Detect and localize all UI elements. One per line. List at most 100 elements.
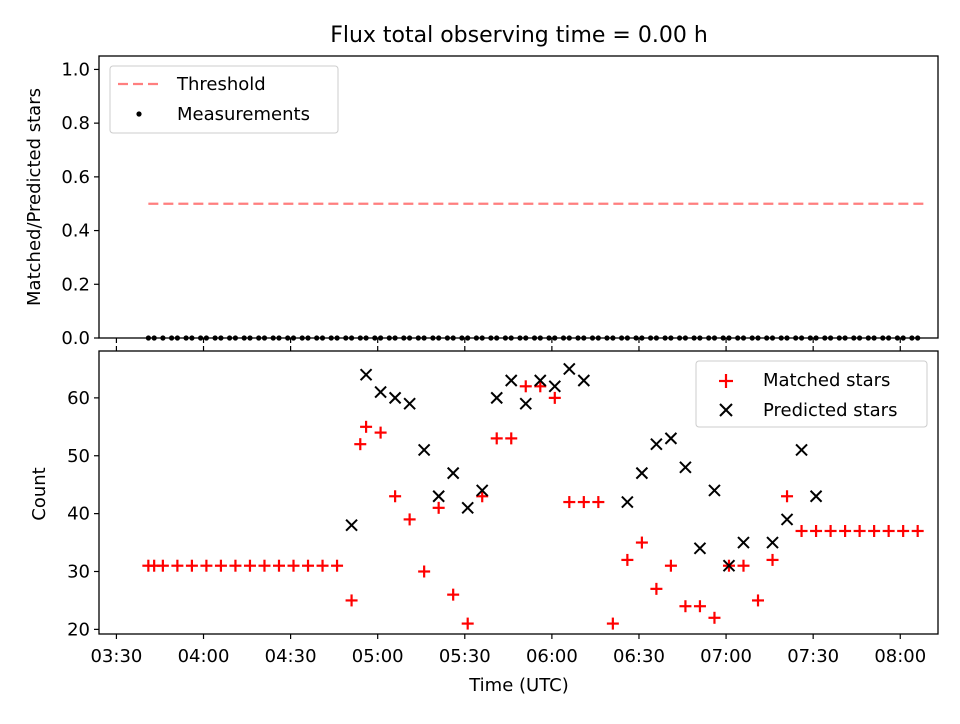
predicted-star-point: [635, 466, 649, 480]
measurement-point: [261, 335, 268, 341]
measurement-point: [677, 335, 683, 341]
measurement-point: [575, 335, 581, 341]
measurement-point: [537, 335, 543, 341]
measurement-point: [726, 335, 732, 341]
matched-star-point: [882, 524, 895, 537]
predicted-star-point: [621, 495, 634, 509]
top-y-axis-label: Matched/Predicted stars: [24, 88, 45, 306]
matched-star-point: [606, 617, 619, 630]
measurement-point: [343, 335, 349, 341]
measurement-point: [299, 335, 305, 341]
measurement-point: [145, 335, 151, 341]
matched-star-point: [229, 559, 242, 572]
matched-star-point: [389, 490, 402, 503]
measurement-point: [813, 335, 819, 341]
matched-star-point: [354, 438, 367, 451]
matched-star-point: [824, 524, 837, 537]
matched-star-point: [490, 432, 503, 445]
measurement-point: [334, 335, 340, 341]
matched-star-point: [911, 524, 924, 537]
predicted-star-point: [403, 397, 416, 410]
bottom-data-marks: [142, 362, 924, 630]
x-tick-label: 04:30: [265, 646, 317, 667]
measurement-point: [256, 335, 262, 341]
measurement-point: [450, 335, 456, 341]
predicted-star-point: [490, 391, 503, 405]
bottom-y-tick-label: 40: [67, 504, 90, 525]
measurement-point: [349, 335, 355, 341]
predicted-star-point: [461, 501, 474, 515]
x-tick-label: 03:30: [90, 646, 142, 667]
measurement-point: [581, 335, 587, 341]
measurement-point: [488, 335, 494, 341]
matched-star-point: [592, 496, 605, 509]
measurement-point: [357, 335, 363, 341]
measurement-point: [653, 335, 660, 341]
measurement-point: [799, 335, 805, 341]
measurement-point: [430, 335, 436, 341]
predicted-star-point: [505, 374, 518, 387]
measurement-point: [459, 335, 465, 341]
top-data-marks: [145, 335, 921, 341]
matched-star-point: [156, 559, 169, 572]
matched-star-point: [752, 594, 765, 607]
x-tick-label: 06:00: [526, 646, 578, 667]
measurement-point: [276, 335, 282, 341]
matched-star-point: [302, 559, 315, 572]
matched-star-point: [243, 559, 256, 572]
measurement-point: [778, 335, 784, 341]
measurement-point: [174, 335, 180, 341]
predicted-star-point: [417, 443, 431, 457]
predicted-star-point: [519, 397, 532, 410]
measurement-point: [531, 335, 538, 341]
predicted-star-point: [388, 391, 402, 405]
predicted-star-point: [664, 432, 678, 445]
top-x-tick-marks: [115, 338, 901, 343]
matched-star-point: [476, 490, 489, 503]
threshold-legend-label: Threshold: [176, 74, 266, 95]
measurement-point: [900, 335, 906, 341]
measurement-point: [706, 335, 712, 341]
matched-star-point: [693, 600, 706, 613]
bottom-axes-frame: [98, 350, 939, 635]
predicted-star-point: [548, 380, 561, 393]
predicted-legend-label: Predicted stars: [763, 400, 897, 421]
measurement-point: [857, 335, 863, 341]
measurement-point: [227, 335, 233, 341]
measurement-point: [444, 335, 450, 341]
measurement-point: [842, 335, 848, 341]
measurement-point: [851, 335, 857, 341]
measurement-point: [285, 335, 291, 341]
top-y-tick-label: 0.4: [61, 221, 90, 242]
x-tick-label: 05:30: [439, 646, 491, 667]
matched-star-point: [621, 553, 634, 566]
predicted-star-point: [708, 484, 721, 497]
measurement-point: [619, 335, 625, 341]
measurement-point: [241, 335, 247, 341]
measurement-point: [203, 335, 209, 341]
measurement-point: [769, 335, 776, 341]
matched-star-point: [185, 559, 198, 572]
measurement-point: [662, 335, 668, 341]
measurement-point: [886, 335, 892, 341]
bottom-legend-box: [695, 360, 928, 428]
predicted-star-point: [650, 437, 663, 451]
matched-star-point: [432, 501, 445, 514]
matched-star-point: [534, 380, 547, 393]
bottom-y-tick-label: 50: [67, 446, 90, 467]
measurement-point: [378, 335, 384, 341]
measurement-point: [871, 335, 877, 341]
predicted-star-point: [766, 536, 779, 549]
measurement-point: [793, 335, 799, 341]
measurement-point: [183, 335, 189, 341]
measurement-point: [270, 335, 276, 341]
measurement-point: [508, 335, 514, 341]
measurement-point: [560, 335, 567, 341]
measurement-point: [465, 335, 471, 341]
measurement-point: [865, 335, 871, 341]
measurement-point: [415, 335, 421, 341]
measurement-point: [668, 335, 674, 341]
measurement-point: [828, 335, 834, 341]
x-tick-label: 07:30: [787, 646, 839, 667]
